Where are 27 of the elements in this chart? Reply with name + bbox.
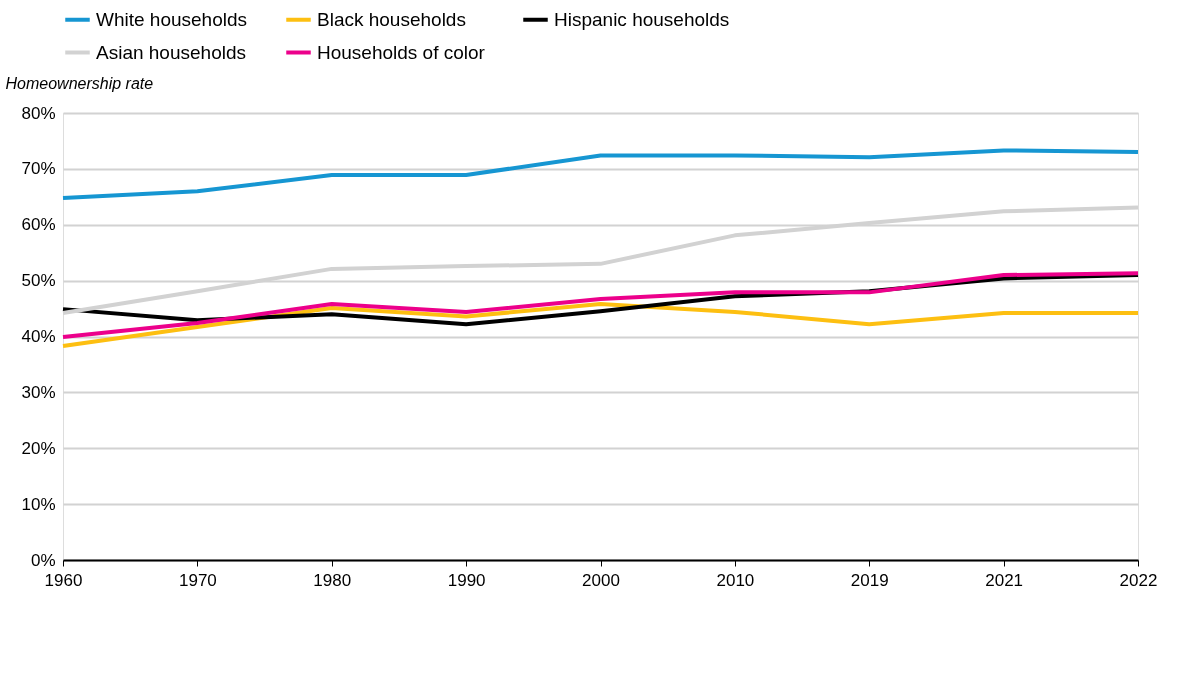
legend-label: Hispanic households [554, 8, 730, 30]
y-tick-label: 30% [21, 382, 56, 402]
y-tick-label: 80% [21, 103, 56, 123]
x-tick-label: 1960 [44, 570, 83, 590]
line-series [61, 302, 1140, 348]
x-tick-label: 2000 [582, 570, 620, 590]
y-tick-label: 70% [21, 159, 56, 179]
line-series [61, 148, 1140, 200]
y-tick-label: 10% [21, 494, 56, 514]
y-tick-label: 40% [21, 327, 56, 346]
y-tick-label: 50% [21, 271, 56, 291]
line-series [61, 271, 1140, 340]
legend-label: Black households [317, 8, 466, 30]
y-axis-title: Homeownership rate [5, 74, 154, 92]
legend-label: Asian households [96, 41, 246, 63]
x-tick-label: 2019 [850, 570, 889, 590]
y-tick-label: 0% [30, 550, 56, 570]
x-tick-label: 1970 [178, 570, 217, 590]
y-tick-label: 20% [21, 438, 56, 458]
x-tick-label: 2010 [716, 570, 755, 590]
x-tick-label: 1990 [447, 570, 486, 590]
y-tick-label: 60% [21, 215, 56, 235]
x-tick-label: 1980 [313, 570, 352, 590]
legend-label: Households of color [317, 41, 486, 63]
x-tick-label: 2021 [985, 570, 1024, 590]
legend-label: White households [96, 8, 248, 30]
x-tick-label: 2022 [1119, 570, 1158, 590]
